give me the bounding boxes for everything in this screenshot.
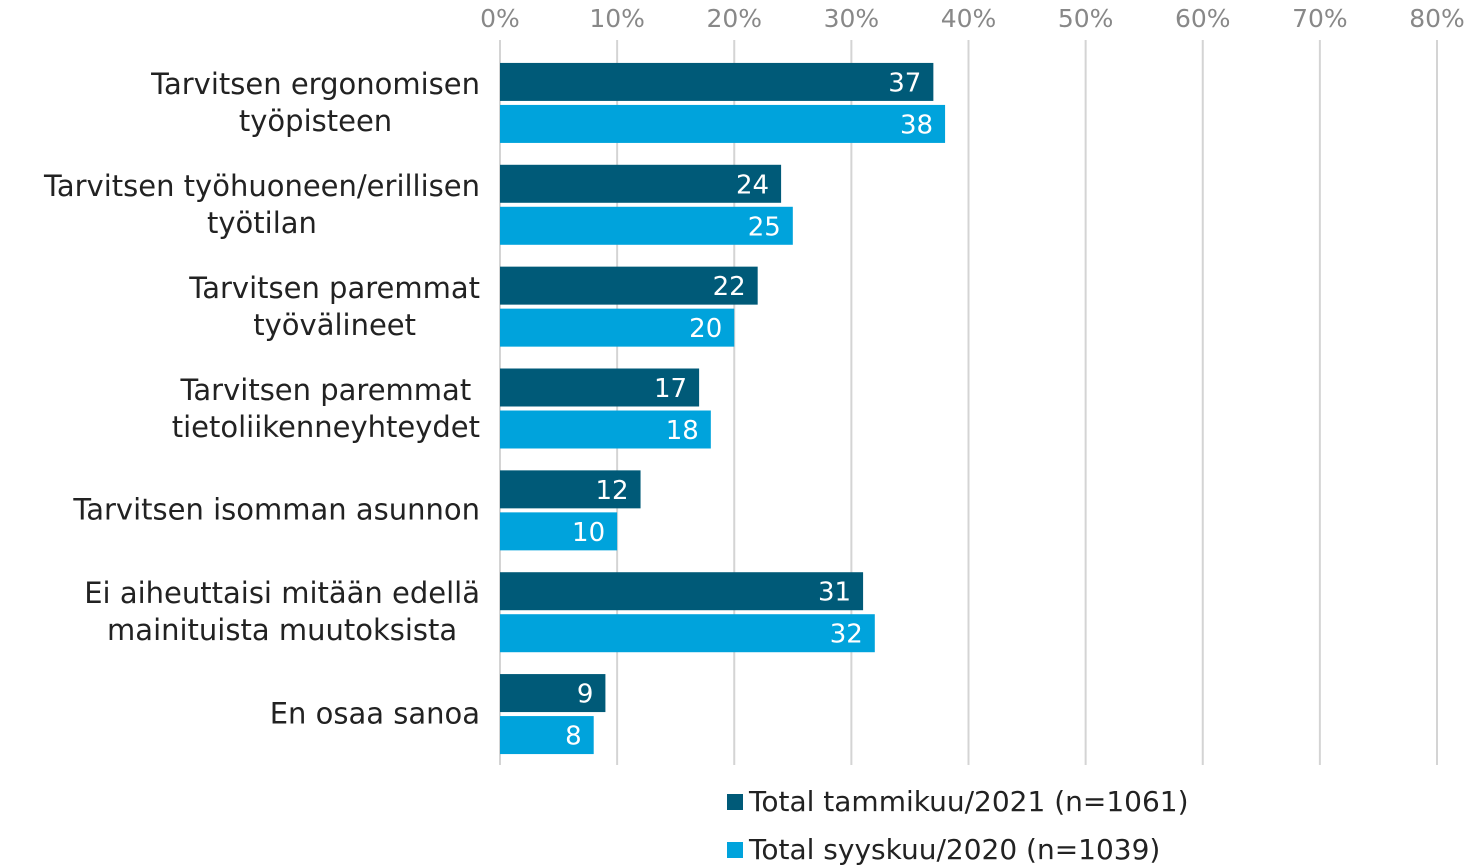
bar	[500, 572, 864, 611]
legend-swatch	[727, 794, 743, 810]
category-label: Ei aiheuttaisi mitään edellä mainituista…	[84, 576, 480, 648]
bar	[500, 206, 793, 245]
data-label: 17	[654, 374, 687, 404]
category-label: Tarvitsen työhuoneen/erillisen työtilan	[43, 168, 480, 240]
x-tick-label: 50%	[1058, 4, 1114, 33]
data-label: 12	[595, 476, 628, 506]
bar	[500, 308, 735, 347]
bar	[500, 62, 934, 101]
data-label: 9	[577, 680, 594, 710]
category-label: Tarvitsen isomman asunnon	[73, 492, 480, 527]
bar	[500, 410, 711, 449]
x-tick-label: 10%	[589, 4, 645, 33]
data-label: 22	[713, 272, 746, 302]
x-tick-label: 60%	[1175, 4, 1231, 33]
bar	[500, 512, 618, 551]
category-label: Tarvitsen ergonomisen työpisteen	[151, 66, 480, 138]
x-tick-label: 80%	[1409, 4, 1465, 33]
category-label: Tarvitsen paremmat tietoliikenneyhteydet	[171, 372, 480, 444]
category-label: En osaa sanoa	[269, 696, 480, 731]
bar	[500, 104, 946, 143]
legend-label: Total syyskuu/2020 (n=1039)	[748, 833, 1160, 865]
data-label: 24	[736, 170, 769, 200]
x-tick-label: 40%	[941, 4, 997, 33]
data-label: 32	[830, 620, 863, 650]
data-label: 8	[565, 722, 582, 752]
data-label: 10	[572, 518, 605, 548]
bar	[500, 614, 875, 653]
bar	[500, 716, 594, 755]
data-label: 18	[666, 416, 699, 446]
bar	[500, 674, 606, 713]
legend-label: Total tammikuu/2021 (n=1061)	[748, 785, 1189, 818]
data-label: 31	[818, 578, 851, 608]
data-label: 38	[900, 110, 933, 140]
data-label: 37	[888, 68, 921, 98]
data-label: 20	[689, 314, 722, 344]
legend-swatch	[727, 842, 743, 858]
bar	[500, 164, 782, 203]
x-tick-label: 0%	[480, 4, 520, 33]
bar	[500, 266, 758, 305]
bar	[500, 470, 641, 509]
category-label: Tarvitsen paremmat työvälineet	[189, 270, 480, 342]
x-tick-label: 20%	[706, 4, 762, 33]
bar	[500, 368, 700, 407]
x-tick-label: 30%	[824, 4, 880, 33]
data-label: 25	[748, 212, 781, 242]
x-tick-label: 70%	[1292, 4, 1348, 33]
